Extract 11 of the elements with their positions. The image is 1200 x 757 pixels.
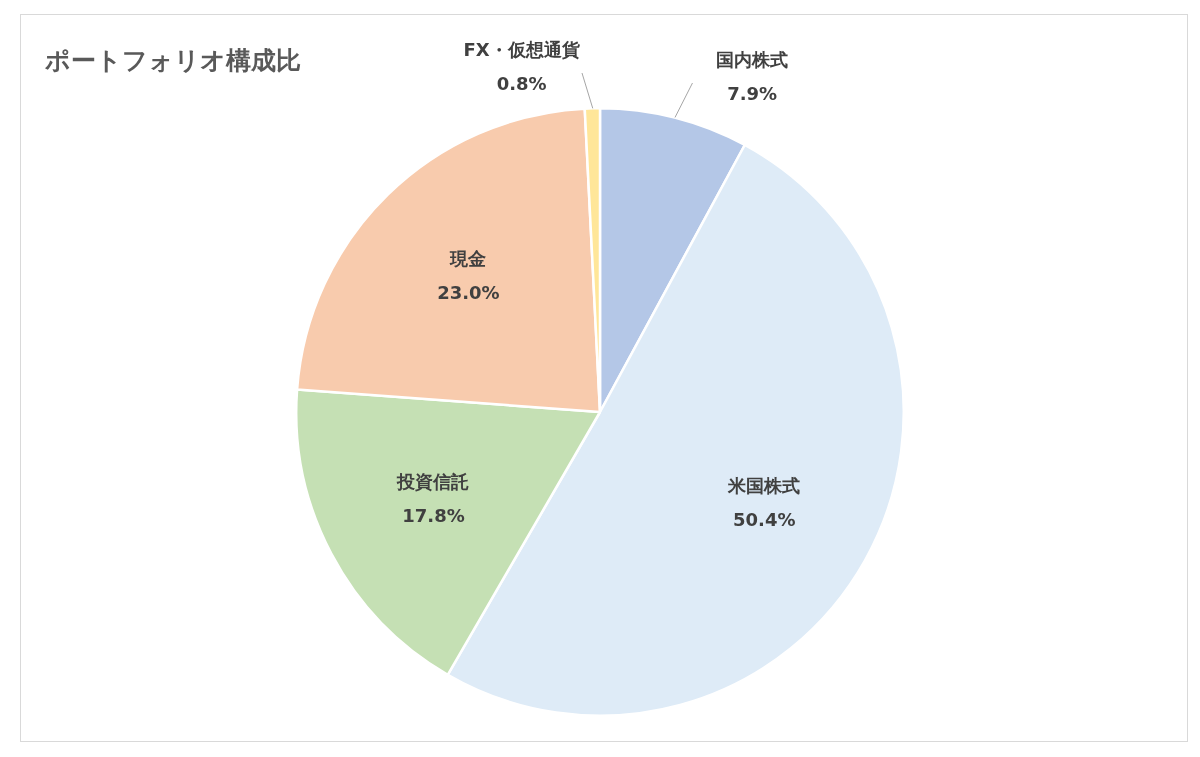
slice-label: 国内株式 — [716, 48, 789, 70]
data-label: 50.4% — [733, 508, 796, 530]
slice-label: 米国株式 — [727, 474, 801, 496]
chart-title: ポートフォリオ構成比 — [45, 45, 301, 77]
slice-label: FX・仮想通貨 — [463, 38, 580, 60]
data-label: 17.8% — [402, 504, 465, 526]
slice-label: 投資信託 — [396, 470, 470, 492]
data-label: 23.0% — [437, 281, 500, 303]
slice-label: 現金 — [449, 247, 487, 269]
data-label: 7.9% — [727, 82, 778, 104]
data-label: 0.8% — [496, 72, 547, 94]
